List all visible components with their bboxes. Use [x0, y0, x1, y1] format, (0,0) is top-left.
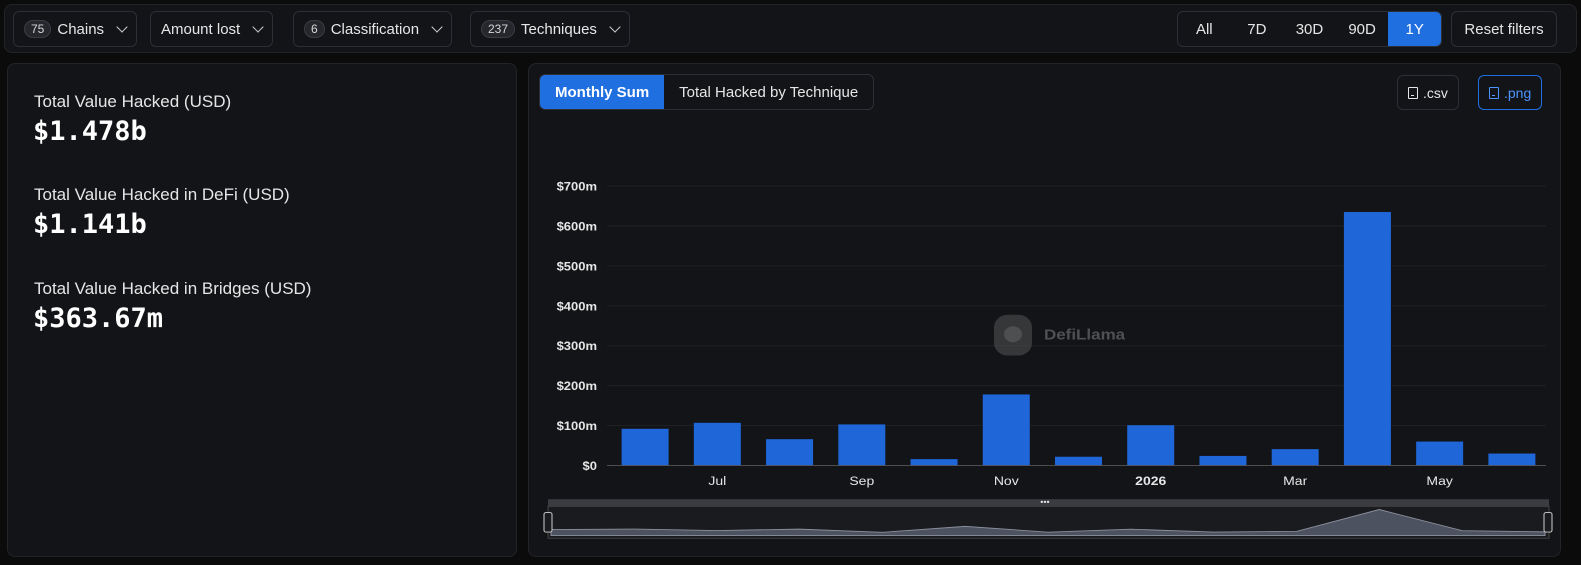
- y-tick-label: $200m: [557, 380, 598, 393]
- download-csv-button[interactable]: .csv: [1397, 75, 1459, 110]
- zoom-handle-left[interactable]: [543, 512, 553, 533]
- y-tick-label: $500m: [557, 260, 598, 273]
- zoom-slider-top-handle[interactable]: [548, 499, 1549, 507]
- x-tick-label: Mar: [1283, 474, 1308, 488]
- y-tick-label: $600m: [557, 220, 598, 233]
- chains-filter-button[interactable]: 75 Chains: [13, 11, 138, 47]
- chart-tabs: Monthly Sum Total Hacked by Technique: [539, 74, 875, 110]
- bar-2025-07[interactable]: [693, 422, 741, 466]
- reset-filters-button[interactable]: Reset filters: [1451, 11, 1557, 47]
- x-tick-label: May: [1426, 474, 1453, 488]
- tab-monthly-sum[interactable]: Monthly Sum: [540, 75, 665, 109]
- filter-bar: 75 Chains Amount lost 6 Classification 2…: [4, 4, 1577, 53]
- chains-filter-label: Chains: [57, 20, 105, 38]
- x-tick-label: Jul: [708, 474, 726, 488]
- bridges-hacked-value: $363.67m: [33, 303, 164, 334]
- defillama-watermark: DefiLlama: [994, 314, 1126, 356]
- total-hacked-label: Total Value Hacked (USD): [34, 92, 232, 111]
- bar-2025-08[interactable]: [766, 439, 814, 466]
- chevron-down-icon: [609, 21, 621, 33]
- bridges-hacked-label: Total Value Hacked in Bridges (USD): [34, 279, 312, 298]
- file-download-icon: [1489, 86, 1499, 99]
- range-30d-button[interactable]: 30D: [1295, 20, 1324, 38]
- y-tick-label: $0: [583, 460, 598, 473]
- total-hacked-value: $1.478b: [33, 116, 147, 147]
- amount-lost-filter-button[interactable]: Amount lost: [150, 11, 274, 47]
- bar-2026-03[interactable]: [1271, 449, 1319, 466]
- y-tick-label: $300m: [557, 340, 598, 353]
- range-all-button[interactable]: All: [1195, 20, 1213, 38]
- classification-filter-button[interactable]: 6 Classification: [293, 11, 453, 47]
- download-png-label: .png: [1504, 84, 1532, 101]
- x-tick-label: Nov: [994, 474, 1019, 488]
- chains-count-badge: 75: [24, 20, 52, 38]
- techniques-filter-label: Techniques: [521, 20, 597, 38]
- chevron-down-icon: [252, 21, 264, 33]
- zoom-slider[interactable]: •••: [543, 497, 1553, 539]
- y-tick-label: $100m: [557, 420, 598, 433]
- watermark-text: DefiLlama: [1044, 326, 1126, 343]
- llama-logo-face: [1004, 326, 1022, 343]
- zoom-grip-icon: •••: [1040, 497, 1049, 506]
- bar-2026-05[interactable]: [1416, 441, 1464, 466]
- bar-2025-09[interactable]: [838, 424, 886, 466]
- chart-panel: Monthly Sum Total Hacked by Technique .c…: [528, 63, 1561, 557]
- y-axis-ticks: $0 $100m $200m $300m $400m $500m $600m $700m: [557, 180, 598, 473]
- zoom-slider-sparkline: [550, 509, 1546, 537]
- tab-hacked-by-technique[interactable]: Total Hacked by Technique: [679, 83, 859, 101]
- bar-2026-06[interactable]: [1488, 453, 1536, 466]
- bar-2025-11[interactable]: [982, 394, 1030, 466]
- stats-panel: Total Value Hacked (USD) $1.478b Total V…: [7, 63, 517, 557]
- defi-hacked-label: Total Value Hacked in DeFi (USD): [34, 185, 290, 204]
- download-csv-label: .csv: [1423, 84, 1448, 101]
- time-range-selector: All 7D 30D 90D 1Y: [1177, 11, 1442, 47]
- y-tick-label: $700m: [557, 180, 598, 193]
- classification-count-badge: 6: [304, 20, 325, 38]
- chevron-down-icon: [116, 21, 128, 33]
- chart-gridlines: [607, 185, 1546, 466]
- bar-2026-04[interactable]: [1343, 212, 1391, 466]
- bar-2025-12[interactable]: [1055, 456, 1102, 466]
- bar-2026-02[interactable]: [1199, 455, 1247, 466]
- bar-2025-06[interactable]: [621, 428, 669, 466]
- amount-lost-filter-label: Amount lost: [161, 20, 241, 38]
- file-download-icon: [1408, 86, 1418, 99]
- x-axis-ticks: Jul Sep Nov 2026 Mar May: [708, 474, 1453, 488]
- range-90d-button[interactable]: 90D: [1348, 20, 1376, 38]
- techniques-count-badge: 237: [481, 20, 516, 38]
- chevron-down-icon: [431, 21, 443, 33]
- techniques-filter-button[interactable]: 237 Techniques: [470, 11, 630, 47]
- x-tick-label: 2026: [1135, 474, 1166, 488]
- x-tick-label: Sep: [849, 474, 874, 488]
- chart-bars: [621, 212, 1536, 466]
- zoom-handle-right[interactable]: [1543, 512, 1553, 533]
- range-1y-button[interactable]: 1Y: [1388, 12, 1441, 46]
- defi-hacked-value: $1.141b: [33, 209, 147, 240]
- y-tick-label: $400m: [557, 300, 598, 313]
- classification-filter-label: Classification: [330, 20, 420, 38]
- monthly-hacks-bar-chart: $0 $100m $200m $300m $400m $500m $600m $700m De…: [543, 180, 1553, 539]
- bar-2026-01[interactable]: [1127, 425, 1175, 466]
- download-png-button[interactable]: .png: [1478, 75, 1543, 110]
- bar-2025-10[interactable]: [910, 459, 958, 466]
- range-7d-button[interactable]: 7D: [1247, 20, 1267, 38]
